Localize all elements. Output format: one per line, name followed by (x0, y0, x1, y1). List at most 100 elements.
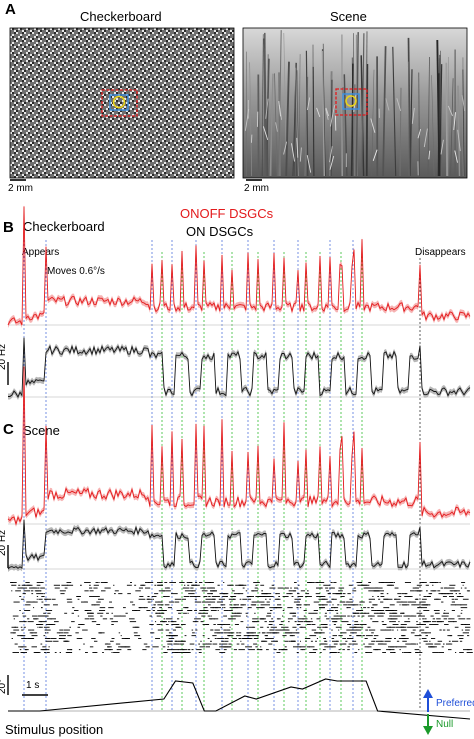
raster-tick (386, 593, 389, 595)
scene-grass-stroke (396, 98, 402, 112)
raster-tick (320, 624, 327, 625)
raster-tick (395, 618, 398, 620)
raster-tick (330, 618, 336, 620)
raster-tick (320, 632, 325, 634)
raster-tick (152, 607, 156, 609)
raster-tick (318, 604, 324, 606)
raster-tick (391, 621, 396, 623)
raster-tick (45, 610, 53, 611)
raster-tick (442, 629, 446, 631)
raster-tick (30, 632, 36, 634)
raster-tick (449, 596, 454, 597)
raster-tick (237, 624, 239, 625)
raster-tick (403, 638, 409, 639)
raster-tick (123, 607, 126, 609)
raster-tick (183, 596, 189, 597)
raster-tick (338, 590, 343, 592)
raster-tick (21, 584, 26, 586)
scene-grass-stroke (291, 143, 295, 162)
raster-tick (315, 640, 317, 642)
raster-tick (421, 607, 427, 609)
raster-tick (436, 618, 441, 620)
raster-tick (36, 582, 42, 583)
raster-tick (191, 635, 197, 637)
raster-tick (85, 652, 88, 653)
raster-tick (104, 649, 112, 651)
raster-tick (337, 615, 343, 617)
raster-tick (419, 601, 423, 603)
raster-tick (368, 598, 375, 600)
raster-tick (348, 624, 351, 625)
raster-tick (106, 612, 109, 614)
raster-tick (337, 652, 340, 653)
raster-tick (66, 598, 72, 600)
raster-tick (245, 612, 248, 614)
raster-tick (233, 593, 240, 595)
raster-tick (450, 604, 456, 606)
raster-tick (277, 587, 284, 589)
raster-tick (312, 649, 318, 651)
raster-tick (296, 632, 300, 634)
raster-tick (226, 596, 228, 597)
raster-tick (267, 604, 270, 606)
raster-tick (271, 640, 278, 642)
raster-tick (211, 593, 213, 595)
raster-tick (172, 629, 176, 631)
raster-tick (77, 596, 81, 597)
raster-tick (35, 632, 38, 634)
preferred-arrow-icon (423, 689, 433, 712)
raster-tick (284, 646, 287, 648)
raster-tick (129, 621, 137, 623)
raster-tick (138, 607, 142, 609)
raster-tick (13, 618, 15, 620)
raster-tick (84, 582, 91, 583)
raster-tick (394, 587, 399, 589)
raster-tick (158, 590, 166, 592)
scene-reed-stroke (399, 87, 402, 177)
raster-tick (394, 598, 397, 600)
raster-tick (238, 649, 245, 651)
raster-tick (157, 629, 164, 631)
raster-tick (459, 640, 463, 642)
raster-tick (132, 610, 137, 611)
raster-tick (189, 582, 193, 583)
raster-tick (58, 638, 66, 639)
raster-tick (416, 643, 418, 645)
raster-tick (229, 626, 231, 628)
raster-tick (119, 615, 126, 617)
scene-grass-stroke (262, 126, 269, 141)
raster-tick (157, 610, 161, 611)
raster-tick (447, 635, 452, 637)
raster-tick (130, 601, 134, 603)
raster-tick (264, 621, 267, 623)
raster-tick (381, 621, 384, 623)
raster-tick (338, 635, 343, 637)
raster-tick (194, 621, 197, 623)
raster-tick (338, 629, 340, 631)
raster-tick (253, 621, 258, 623)
raster-tick (271, 618, 274, 620)
raster-tick (302, 649, 306, 651)
raster-tick (195, 629, 198, 631)
raster-tick (382, 652, 386, 653)
raster-tick (458, 596, 461, 597)
scene-grass-stroke (278, 101, 281, 117)
scene-onoff-trace (7, 366, 471, 526)
raster-tick (91, 621, 97, 623)
raster-tick (113, 615, 121, 617)
raster-tick (152, 610, 155, 611)
raster-tick (368, 612, 370, 614)
raster-tick (387, 618, 392, 620)
raster-tick (30, 590, 34, 592)
raster-tick (339, 643, 347, 645)
raster-tick (20, 652, 27, 653)
raster-tick (421, 598, 427, 600)
scene-reed-stroke (249, 62, 253, 177)
raster-tick (183, 587, 190, 589)
raster-tick (188, 649, 191, 651)
raster-tick (41, 596, 45, 597)
scalebar-right-label: 2 mm (244, 183, 269, 194)
raster-tick (98, 632, 102, 634)
raster-tick (145, 646, 149, 648)
raster-tick (138, 638, 142, 639)
